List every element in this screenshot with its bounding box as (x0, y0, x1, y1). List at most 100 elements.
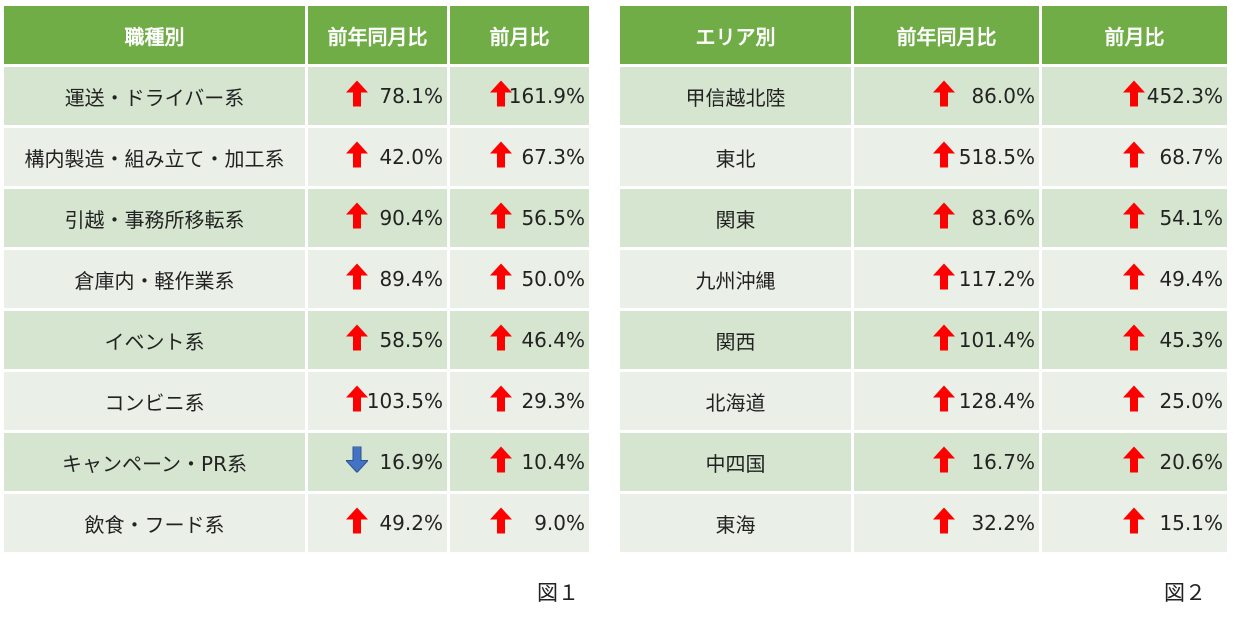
mom-value: 54.1% (1159, 206, 1223, 230)
arrow-up-icon (933, 202, 955, 234)
row-label: 引越・事務所移転系 (4, 189, 308, 250)
mom-value: 29.3% (521, 389, 585, 413)
yoy-cell: 32.2% (854, 494, 1042, 555)
table-row: キャンペーン・PR系 16.9% 10.4% (4, 433, 592, 494)
arrow-up-icon (346, 141, 368, 173)
arrow-up-icon (933, 446, 955, 478)
arrow-up-icon (933, 507, 955, 539)
row-label: 中四国 (620, 433, 854, 494)
yoy-cell: 128.4% (854, 372, 1042, 433)
arrow-up-icon (490, 385, 512, 417)
arrow-up-icon (933, 324, 955, 356)
arrow-up-icon (933, 80, 955, 112)
row-label: 九州沖縄 (620, 250, 854, 311)
header-yoy: 前年同月比 (308, 6, 450, 67)
arrow-up-icon (933, 385, 955, 417)
mom-value: 56.5% (521, 206, 585, 230)
arrow-up-icon (1123, 446, 1145, 478)
arrow-up-icon (933, 141, 955, 173)
table-row: 九州沖縄 117.2% 49.4% (620, 250, 1230, 311)
mom-cell: 20.6% (1042, 433, 1230, 494)
yoy-cell: 518.5% (854, 128, 1042, 189)
row-label: 関西 (620, 311, 854, 372)
mom-value: 50.0% (521, 267, 585, 291)
area-table: エリア別 前年同月比 前月比 甲信越北陸 86.0% 452.3% 東北 518.5% 6… (620, 6, 1230, 555)
table-row: イベント系 58.5% 46.4% (4, 311, 592, 372)
row-label: 飲食・フード系 (4, 494, 308, 555)
mom-value: 67.3% (521, 145, 585, 169)
header-row: 職種別 前年同月比 前月比 (4, 6, 592, 67)
arrow-up-icon (490, 202, 512, 234)
yoy-cell: 103.5% (308, 372, 450, 433)
mom-value: 68.7% (1159, 145, 1223, 169)
yoy-value: 78.1% (379, 84, 443, 108)
arrow-up-icon (346, 324, 368, 356)
mom-value: 20.6% (1159, 450, 1223, 474)
arrow-up-icon (490, 80, 512, 112)
arrow-up-icon (933, 263, 955, 295)
yoy-cell: 42.0% (308, 128, 450, 189)
yoy-cell: 78.1% (308, 67, 450, 128)
yoy-value: 518.5% (958, 145, 1035, 169)
arrow-up-icon (346, 385, 368, 417)
row-label: 東海 (620, 494, 854, 555)
mom-cell: 29.3% (450, 372, 592, 433)
arrow-up-icon (1123, 80, 1145, 112)
mom-cell: 49.4% (1042, 250, 1230, 311)
mom-value: 9.0% (534, 511, 585, 535)
table-row: 北海道 128.4% 25.0% (620, 372, 1230, 433)
arrow-up-icon (346, 202, 368, 234)
table-row: コンビニ系 103.5% 29.3% (4, 372, 592, 433)
mom-cell: 46.4% (450, 311, 592, 372)
mom-cell: 161.9% (450, 67, 592, 128)
table-row: 運送・ドライバー系 78.1% 161.9% (4, 67, 592, 128)
mom-cell: 452.3% (1042, 67, 1230, 128)
arrow-up-icon (490, 263, 512, 295)
yoy-value: 16.7% (971, 450, 1035, 474)
arrow-up-icon (1123, 202, 1145, 234)
row-label: 甲信越北陸 (620, 67, 854, 128)
table-row: 東北 518.5% 68.7% (620, 128, 1230, 189)
arrow-up-icon (1123, 263, 1145, 295)
yoy-cell: 89.4% (308, 250, 450, 311)
mom-cell: 10.4% (450, 433, 592, 494)
arrow-up-icon (346, 80, 368, 112)
yoy-value: 128.4% (958, 389, 1035, 413)
yoy-value: 86.0% (971, 84, 1035, 108)
yoy-cell: 90.4% (308, 189, 450, 250)
mom-value: 45.3% (1159, 328, 1223, 352)
figure-caption-1: 図１ (537, 581, 579, 605)
row-label: 関東 (620, 189, 854, 250)
mom-cell: 50.0% (450, 250, 592, 311)
yoy-value: 58.5% (379, 328, 443, 352)
yoy-cell: 83.6% (854, 189, 1042, 250)
arrow-up-icon (1123, 324, 1145, 356)
arrow-up-icon (1123, 507, 1145, 539)
arrow-up-icon (490, 446, 512, 478)
yoy-value: 42.0% (379, 145, 443, 169)
mom-cell: 56.5% (450, 189, 592, 250)
table-row: 関東 83.6% 54.1% (620, 189, 1230, 250)
yoy-value: 101.4% (958, 328, 1035, 352)
yoy-cell: 86.0% (854, 67, 1042, 128)
yoy-cell: 49.2% (308, 494, 450, 555)
row-label: 倉庫内・軽作業系 (4, 250, 308, 311)
row-label: キャンペーン・PR系 (4, 433, 308, 494)
arrow-up-icon (490, 507, 512, 539)
table-row: 中四国 16.7% 20.6% (620, 433, 1230, 494)
header-yoy: 前年同月比 (854, 6, 1042, 67)
row-label: 北海道 (620, 372, 854, 433)
arrow-up-icon (490, 141, 512, 173)
arrow-down-icon (344, 446, 370, 478)
mom-value: 15.1% (1159, 511, 1223, 535)
mom-value: 46.4% (521, 328, 585, 352)
mom-cell: 25.0% (1042, 372, 1230, 433)
table-row: 東海 32.2% 15.1% (620, 494, 1230, 555)
header-category: 職種別 (4, 6, 308, 67)
job-type-table: 職種別 前年同月比 前月比 運送・ドライバー系 78.1% 161.9% 構内製造・組… (4, 6, 592, 555)
yoy-value: 89.4% (379, 267, 443, 291)
table-row: 甲信越北陸 86.0% 452.3% (620, 67, 1230, 128)
table-row: 倉庫内・軽作業系 89.4% 50.0% (4, 250, 592, 311)
row-label: 構内製造・組み立て・加工系 (4, 128, 308, 189)
arrow-up-icon (1123, 141, 1145, 173)
